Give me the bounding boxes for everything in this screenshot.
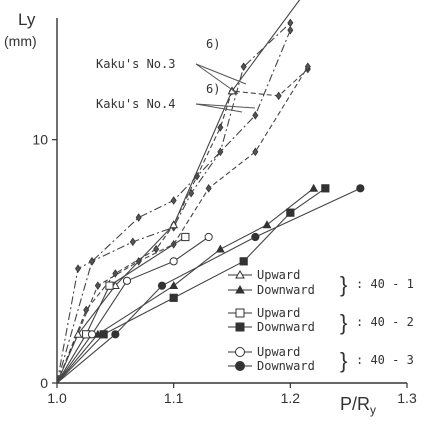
y-tick-label: 0 xyxy=(40,375,48,391)
x-axis-label: P/Ry xyxy=(340,394,376,417)
series-k3b xyxy=(56,25,294,384)
data-point xyxy=(287,25,294,35)
legend-square-filled xyxy=(235,322,245,332)
annotation-kaku-no3-sup: 6) xyxy=(206,37,220,51)
x-tick-label: 1.0 xyxy=(47,390,67,406)
legend-circle-open xyxy=(235,347,245,357)
data-point xyxy=(188,188,195,198)
series-s2u xyxy=(56,232,190,384)
series-line xyxy=(56,236,186,384)
legend-upward-1: Upward xyxy=(257,268,300,282)
legend-upward-2: Upward xyxy=(257,306,300,320)
data-point xyxy=(74,264,82,273)
arrow-no4-b xyxy=(195,103,256,109)
data-point xyxy=(135,213,142,222)
legend-circle-filled xyxy=(235,361,245,371)
series-s2d xyxy=(56,184,330,384)
data-point xyxy=(170,196,177,205)
y-axis-label: Ly xyxy=(18,10,36,29)
series-line xyxy=(56,29,291,384)
legend-group-label-3: : 40 - 3 xyxy=(356,353,414,367)
data-point xyxy=(181,232,190,242)
annotations: 6) Kaku's No.3 6) Kaku's No.4 xyxy=(96,37,256,113)
y-tick-label: 10 xyxy=(32,132,48,148)
legend-brace-1: } xyxy=(340,272,347,297)
x-tick-label: 1.1 xyxy=(164,390,184,406)
legend-brace-3: } xyxy=(340,348,347,373)
series-s3u xyxy=(56,232,213,384)
data-point xyxy=(111,330,120,339)
arrow-no4-a xyxy=(195,103,243,113)
ticks: 1.0 1.1 1.2 1.3 0 10 xyxy=(32,132,417,406)
data-point xyxy=(157,281,167,290)
legend-triangle-filled xyxy=(235,284,245,294)
legend-group-label-2: : 40 - 2 xyxy=(356,315,414,329)
series-line xyxy=(56,187,326,384)
series-line xyxy=(56,0,301,384)
legend-triangle-open xyxy=(235,269,245,279)
annotation-kaku-no4: Kaku's No.4 xyxy=(96,97,175,111)
data-point xyxy=(240,62,247,71)
data-point xyxy=(275,91,282,101)
data-point xyxy=(356,184,365,193)
data-point xyxy=(129,237,136,247)
data-point xyxy=(73,329,83,338)
annotation-kaku-no3: Kaku's No.3 xyxy=(96,57,175,71)
axes xyxy=(56,18,407,384)
data-point xyxy=(169,281,179,290)
data-point xyxy=(239,257,248,266)
data-point xyxy=(217,123,224,132)
data-point xyxy=(169,220,179,229)
data-point xyxy=(169,293,178,302)
series-line xyxy=(56,236,209,384)
y-axis-unit: (mm) xyxy=(4,33,37,49)
data-point xyxy=(309,183,319,192)
legend-brace-2: } xyxy=(340,310,347,335)
data-point xyxy=(204,232,213,242)
series-layer xyxy=(56,0,365,384)
arrow-no3-a xyxy=(195,63,239,95)
data-point xyxy=(153,244,160,254)
x-axis-label-sub: y xyxy=(370,403,376,417)
x-tick-label: 1.2 xyxy=(281,390,301,406)
data-point xyxy=(105,281,114,290)
data-point xyxy=(262,220,272,229)
data-point xyxy=(87,330,97,339)
data-point xyxy=(215,244,225,253)
legend-downward-2: Downward xyxy=(257,320,315,334)
series-line xyxy=(56,187,361,384)
data-point xyxy=(252,147,259,157)
legend-downward-1: Downward xyxy=(257,283,315,297)
x-axis-label-main: P/R xyxy=(340,394,370,414)
data-point xyxy=(99,330,108,339)
data-point xyxy=(88,257,96,266)
legend-downward-3: Downward xyxy=(257,359,315,373)
legend: Upward Downward } : 40 - 1 Upward Downwa… xyxy=(228,268,414,373)
arrow-no3-b xyxy=(195,63,247,85)
legend-square-open xyxy=(235,308,245,318)
data-point xyxy=(252,111,259,120)
legend-group-label-1: : 40 - 1 xyxy=(356,277,414,291)
data-point xyxy=(205,184,212,193)
data-point xyxy=(287,18,294,28)
series-s1u xyxy=(56,0,301,384)
annotation-kaku-no4-sup: 6) xyxy=(206,82,220,96)
data-point xyxy=(94,281,101,290)
data-point xyxy=(112,269,119,278)
series-s3d xyxy=(56,184,365,384)
x-tick-label: 1.3 xyxy=(397,390,417,406)
legend-upward-3: Upward xyxy=(257,345,300,359)
data-point xyxy=(251,232,260,242)
data-point xyxy=(286,208,295,217)
data-point xyxy=(321,184,330,193)
data-point xyxy=(122,276,132,285)
data-point xyxy=(169,257,178,266)
data-point xyxy=(304,62,311,71)
